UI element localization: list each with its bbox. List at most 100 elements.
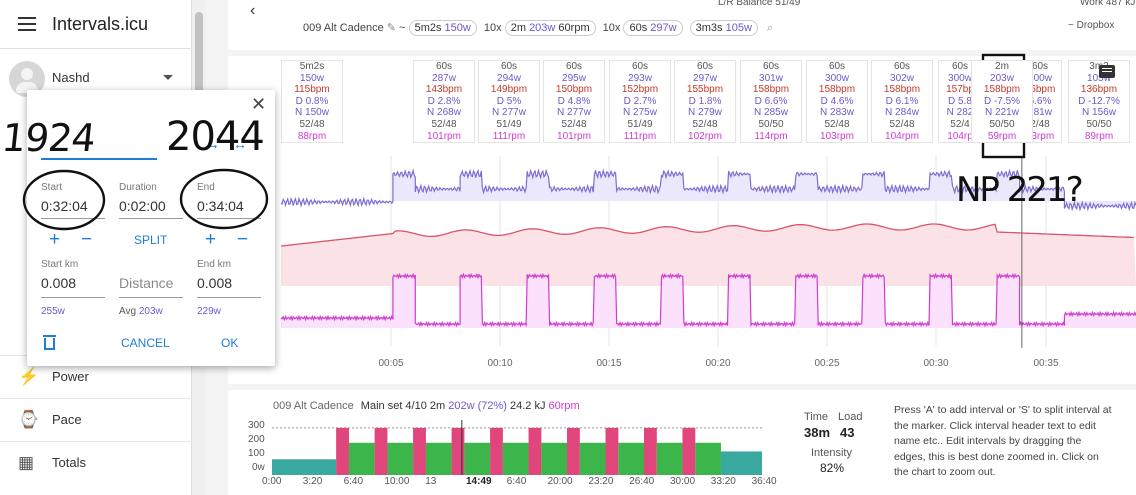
interval-w: 302w (890, 72, 914, 84)
activity-chart[interactable]: 00:05 00:10 00:15 00:20 00:25 00:30 00:35 (228, 56, 1136, 384)
duration-underline (119, 218, 183, 219)
avg-power-row: Avg 203w (119, 306, 163, 317)
workout-x-tick: 3:20 (302, 476, 323, 487)
sidebar-item-pace[interactable]: ⌚ Pace (0, 398, 192, 440)
edit-pencil-icon[interactable]: ✎ (386, 22, 397, 34)
interval-header[interactable]: 5m2s 150w 115bpm D 0.8% N 150w 52/48 88rpm (281, 60, 343, 144)
end-underline (197, 218, 261, 219)
interval-d: D 6.1% (885, 95, 919, 107)
interval-header[interactable]: 2m 203w 158bpm D -7.5% N 221w 50/50 59rpm (971, 60, 1033, 144)
interval-header[interactable]: 60s 295w 150bpm D 4.8% N 277w 52/48 101rpm (543, 60, 605, 144)
interval-dur: 3m3 (1069, 61, 1129, 73)
search-icon[interactable]: ⌕ (766, 22, 774, 34)
workout-x-tick: 10:00 (384, 476, 410, 487)
chevron-down-icon[interactable] (163, 75, 173, 80)
start-plus-button[interactable]: + (49, 229, 61, 250)
power-line (280, 168, 1136, 212)
work-bar (528, 427, 542, 475)
user-name[interactable]: Nashd (52, 70, 90, 85)
start-km-field[interactable]: 0.008 (41, 275, 77, 291)
work-bar (605, 427, 619, 475)
sidebar-item-totals[interactable]: ▦ Totals (0, 441, 192, 483)
interval-hr: 155bpm (686, 84, 724, 96)
pill-warmup[interactable]: 5m2s 150w (408, 20, 477, 36)
cooldown-bar (720, 451, 762, 475)
end-plus-button[interactable]: + (205, 229, 217, 250)
interval-rpm: 101rpm (557, 130, 591, 142)
work-bar (682, 427, 696, 475)
distance-underline (119, 297, 183, 298)
watch-icon: ⌚ (18, 410, 40, 429)
app-title[interactable]: Intervals.icu (52, 14, 149, 34)
rest-bar (348, 442, 375, 475)
interval-w: 203w (990, 72, 1014, 84)
interval-hr: 157bp (946, 84, 974, 96)
ok-button[interactable]: OK (221, 336, 239, 350)
interval-dur: 2m (995, 61, 1009, 72)
interval-w: 301w (759, 72, 783, 84)
interval-hr: 149bpm (490, 84, 528, 96)
interval-dur: 60s (565, 61, 583, 72)
end-minus-button[interactable]: − (237, 229, 249, 250)
dropbox-link[interactable]: ~ Dropbox (1068, 20, 1115, 31)
start-power: 255w (41, 306, 65, 317)
rest-bar (618, 442, 644, 475)
interval-rpm: 103rpm (820, 130, 854, 142)
interval-header[interactable]: 60s 301w 158bpm D 6.6% N 285w 50/50 114rpm (740, 60, 802, 144)
trash-icon[interactable] (43, 335, 56, 350)
pill-rep2[interactable]: 60s 297w (623, 20, 683, 36)
x-tick-label: 00:10 (487, 358, 512, 369)
workout-x-tick: 20:00 (547, 476, 573, 487)
chart-card[interactable]: 5m2s 150w 115bpm D 0.8% N 150w 52/48 88rpm 60s 2… (228, 56, 1136, 384)
interval-np: N 268w (427, 107, 461, 119)
interval-hr: 115bpm (294, 84, 330, 96)
duration-field[interactable]: 0:02:00 (119, 198, 166, 214)
interval-rpm: 114rpm (754, 130, 788, 142)
workout-name[interactable]: 009 Alt Cadence (303, 22, 384, 34)
sidebar-item-label: Power (52, 369, 89, 384)
interval-dur: 60s (893, 61, 911, 72)
workout-bar-chart[interactable] (272, 420, 772, 480)
end-km-field[interactable]: 0.008 (197, 275, 233, 291)
interval-header[interactable]: 60s 300w 158bpm D 4.6% N 283w 52/48 103rpm (806, 60, 868, 144)
interval-header[interactable]: 60s 287w 143bpm D 2.8% N 268w 52/48 101rpm (413, 60, 475, 144)
pill-cooldown[interactable]: 3m3s 105w (689, 20, 758, 36)
close-icon[interactable]: ✕ (251, 94, 267, 114)
handwritten-end-number: 2044 (166, 114, 265, 160)
workout-x-tick: 6:40 (343, 476, 364, 487)
arrow-right-icon[interactable]: → (205, 136, 220, 153)
split-button[interactable]: SPLIT (134, 233, 168, 247)
back-arrow-icon[interactable]: ‹ (250, 2, 256, 19)
menu-icon[interactable] (18, 16, 36, 32)
pill-rep1[interactable]: 2m 203w 60rpm (504, 20, 596, 36)
interval-header[interactable]: 60s 302w 158bpm D 6.1% N 284w 52/48 104rpm (871, 60, 933, 144)
work-bar (643, 427, 657, 475)
cadence-line (280, 272, 1136, 328)
sidebar-item-label: Pace (52, 412, 82, 427)
start-field[interactable]: 0:32:04 (41, 198, 88, 214)
distance-field[interactable]: Distance (119, 275, 174, 291)
rest-bar (541, 442, 568, 475)
interval-header[interactable]: 60s 294w 149bpm D 5% N 277w 51/49 111rpm (478, 60, 540, 144)
start-minus-button[interactable]: − (81, 229, 93, 250)
cancel-button[interactable]: CANCEL (121, 336, 170, 350)
interval-d: D 6.6% (754, 95, 788, 107)
duration-label: Duration (119, 182, 157, 193)
interval-dur: 60s (951, 61, 969, 72)
sidebar-scrollbar-thumb[interactable] (195, 12, 203, 152)
interval-header[interactable]: 60s 297w 155bpm D 1.8% N 279w 52/48 102rpm (674, 60, 736, 144)
comment-icon[interactable] (1099, 65, 1115, 78)
interval-header[interactable]: 60s 293w 152bpm D 2.7% N 275w 51/49 111rpm (609, 60, 671, 144)
expand-horizontal-icon[interactable]: ↔ (233, 136, 247, 152)
interval-rpm: 59rpm (987, 130, 1017, 142)
interval-rpm: 102rpm (688, 130, 722, 142)
interval-np: N 277w (557, 107, 591, 119)
load-value: 43 (840, 425, 855, 440)
end-km-label: End km (197, 259, 231, 270)
interval-hr: 152bpm (621, 84, 659, 96)
end-field[interactable]: 0:34:04 (197, 198, 244, 214)
interval-dur: 60s (696, 61, 714, 72)
calendar-icon: ▦ (18, 453, 35, 472)
avg-label: Avg (119, 306, 137, 317)
interval-np: N 156w (1082, 107, 1116, 119)
